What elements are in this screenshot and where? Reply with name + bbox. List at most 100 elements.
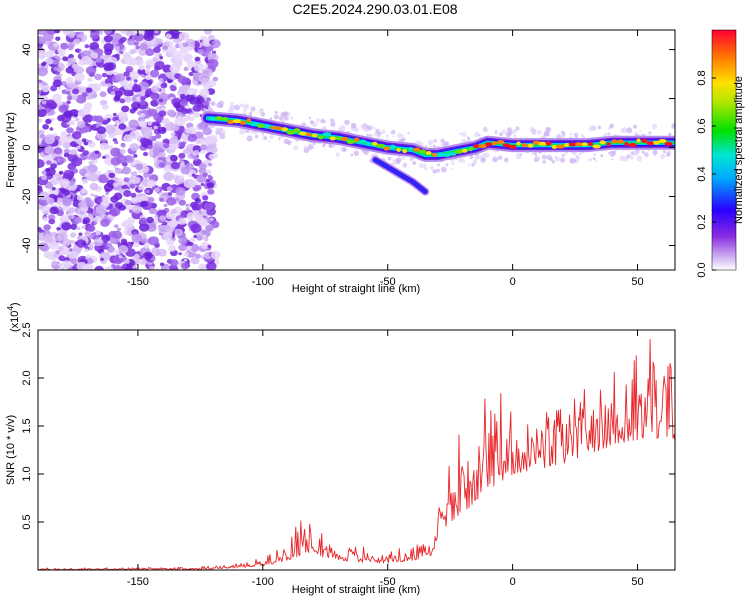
noise-speckle bbox=[46, 160, 52, 165]
noise-speckle bbox=[99, 91, 107, 98]
ridge-halo-point bbox=[469, 155, 474, 160]
noise-speckle bbox=[129, 183, 136, 189]
noise-speckle bbox=[165, 71, 172, 78]
ridge-halo-point bbox=[284, 116, 289, 121]
noise-speckle bbox=[145, 74, 152, 81]
ridge-halo-point bbox=[433, 139, 437, 143]
noise-speckle bbox=[129, 143, 140, 152]
noise-speckle bbox=[53, 79, 62, 88]
noise-speckle bbox=[60, 189, 65, 193]
noise-speckle bbox=[167, 79, 173, 84]
x-tick-label: -100 bbox=[252, 276, 274, 288]
noise-speckle bbox=[62, 56, 68, 62]
noise-speckle bbox=[178, 85, 185, 91]
noise-speckle bbox=[188, 245, 192, 249]
ridge-halo-point bbox=[570, 133, 573, 136]
noise-speckle bbox=[63, 148, 70, 154]
noise-speckle bbox=[190, 223, 202, 233]
ridge-halo-point bbox=[652, 149, 658, 155]
ridge-hotspot bbox=[293, 128, 301, 133]
noise-speckle bbox=[139, 223, 150, 232]
ridge-hotspot bbox=[485, 142, 493, 147]
noise-speckle bbox=[55, 36, 61, 41]
noise-speckle bbox=[44, 135, 56, 145]
y-tick-label: 40 bbox=[21, 43, 33, 55]
noise-speckle bbox=[43, 217, 48, 222]
noise-speckle bbox=[153, 30, 159, 34]
ridge-halo-point bbox=[652, 123, 658, 130]
ridge-halo-point bbox=[541, 154, 547, 160]
noise-speckle bbox=[117, 181, 123, 185]
noise-speckle bbox=[50, 163, 57, 169]
ridge-halo-point bbox=[561, 153, 565, 157]
ridge-hotspot bbox=[473, 144, 481, 149]
snr-x-axis-label: Height of straight line (km) bbox=[292, 584, 420, 596]
noise-speckle bbox=[191, 173, 196, 177]
ridge-halo-point bbox=[451, 161, 455, 165]
noise-speckle bbox=[38, 104, 43, 110]
spectrogram-y-axis-label: Frequency (Hz) bbox=[5, 112, 17, 188]
noise-speckle bbox=[114, 45, 121, 51]
ridge-halo-point bbox=[239, 128, 246, 135]
ridge-halo-point bbox=[478, 134, 481, 137]
noise-speckle bbox=[150, 93, 159, 100]
noise-speckle bbox=[88, 161, 94, 166]
ridge-halo-point bbox=[505, 131, 511, 138]
noise-speckle bbox=[94, 194, 98, 198]
ridge-halo-point bbox=[630, 156, 634, 160]
y-tick-label: 0 bbox=[21, 144, 33, 150]
noise-speckle bbox=[178, 237, 187, 245]
noise-speckle bbox=[163, 142, 170, 149]
noise-speckle bbox=[101, 104, 109, 110]
x-tick-label: -100 bbox=[252, 576, 274, 588]
y-tick-label: 2.0 bbox=[21, 370, 33, 385]
noise-speckle bbox=[65, 77, 74, 84]
noise-speckle bbox=[157, 126, 167, 134]
noise-speckle bbox=[144, 94, 149, 98]
noise-speckle bbox=[128, 91, 134, 96]
noise-speckle bbox=[59, 178, 70, 188]
colorbar-tick-label: 0.4 bbox=[696, 166, 708, 181]
noise-speckle bbox=[81, 178, 89, 184]
ridge-halo-point bbox=[254, 134, 259, 139]
noise-speckle bbox=[201, 38, 212, 47]
svg-text:(x104): (x104) bbox=[6, 302, 21, 332]
noise-speckle bbox=[38, 82, 43, 90]
ridge-hotspot bbox=[568, 142, 577, 147]
noise-speckle bbox=[53, 43, 59, 48]
ridge-halo-point bbox=[451, 167, 454, 170]
ridge-halo-point bbox=[671, 123, 675, 129]
noise-speckle bbox=[84, 248, 89, 253]
ridge-halo-point bbox=[353, 127, 359, 133]
noise-speckle bbox=[58, 246, 64, 251]
ridge-halo-point bbox=[494, 151, 497, 154]
noise-speckle bbox=[38, 67, 48, 77]
ridge-halo-point bbox=[461, 132, 467, 138]
noise-speckle bbox=[118, 114, 127, 122]
noise-speckle bbox=[112, 112, 117, 117]
noise-speckle bbox=[66, 127, 74, 134]
snr-frame bbox=[37, 329, 676, 571]
ridge-halo-point bbox=[250, 106, 256, 112]
noise-speckle bbox=[186, 87, 196, 96]
noise-speckle bbox=[158, 77, 164, 82]
ridge-halo-point bbox=[474, 155, 480, 161]
snr-marks bbox=[38, 339, 675, 570]
ridge-halo-point bbox=[644, 152, 649, 157]
noise-speckle bbox=[58, 255, 66, 262]
noise-speckle bbox=[101, 72, 108, 78]
noise-speckle bbox=[114, 94, 121, 100]
noise-speckle bbox=[153, 46, 161, 54]
snr-multiplier: (x104) bbox=[6, 302, 21, 332]
noise-speckle bbox=[114, 123, 118, 127]
ridge-halo-point bbox=[373, 132, 378, 137]
noise-speckle bbox=[132, 265, 137, 269]
noise-speckle bbox=[152, 154, 157, 158]
colorbar-label: Normalized spectral amplitude bbox=[733, 76, 745, 224]
noise-speckle bbox=[177, 75, 188, 84]
noise-speckle bbox=[41, 175, 48, 181]
noise-speckle bbox=[101, 195, 110, 202]
ridge-hotspot bbox=[606, 142, 611, 147]
noise-speckle bbox=[178, 244, 187, 252]
